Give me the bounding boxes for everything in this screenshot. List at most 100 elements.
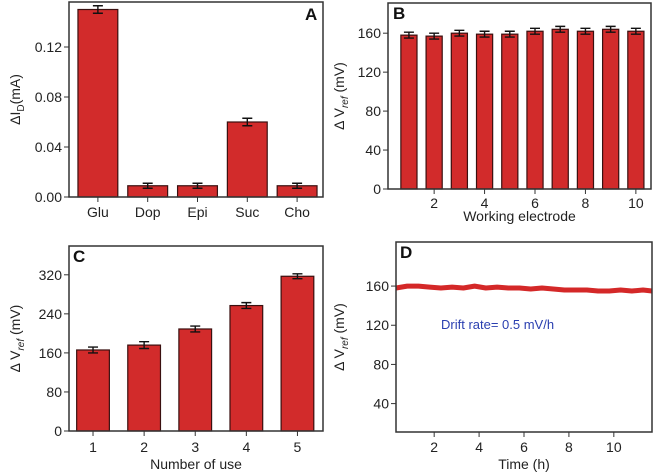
error-bar (454, 29, 465, 37)
bar (551, 28, 569, 190)
y-axis-label-sub: ref (340, 95, 351, 108)
bar (601, 28, 620, 190)
bar (226, 121, 268, 198)
bar (127, 344, 162, 432)
x-tick-label: 4 (481, 195, 489, 211)
error-bar (479, 30, 490, 38)
error-bar (504, 30, 515, 38)
plot-frame (68, 245, 324, 432)
x-tick-label: 4 (242, 439, 250, 455)
error-bar (403, 31, 414, 39)
y-axis-label-sub: D (16, 104, 27, 111)
y-axis-label: ΔID(mA) (7, 74, 27, 125)
x-tick-label: 8 (582, 195, 590, 211)
bar (450, 32, 469, 190)
x-axis-label: Number of use (150, 456, 242, 472)
x-tick-label: Epi (187, 204, 207, 220)
y-tick-label: 120 (366, 317, 390, 333)
x-tick-label: 1 (89, 439, 97, 455)
bar (280, 275, 315, 432)
x-axis-label: Time (h) (498, 456, 550, 472)
error-bar (605, 25, 616, 33)
error-bar (292, 182, 303, 189)
x-tick-label: 10 (628, 195, 644, 211)
y-tick-label: 0 (54, 423, 62, 439)
error-bar (429, 32, 440, 40)
y-tick-label: 240 (39, 306, 63, 322)
bar (178, 328, 213, 432)
panel-label: D (400, 243, 412, 262)
error-bar (139, 340, 150, 350)
bar (425, 35, 443, 190)
y-axis-label: Δ Vref (mV) (331, 303, 351, 371)
y-axis-label-sub: ref (16, 338, 27, 351)
bar (627, 30, 645, 190)
error-bar (142, 182, 153, 189)
error-bar (192, 182, 203, 189)
x-tick-label: Dop (135, 204, 161, 220)
y-axis-label-main: Δ V (331, 107, 347, 129)
bar (76, 349, 110, 432)
y-tick-label: 0 (373, 181, 381, 197)
x-tick-label: 3 (191, 439, 199, 455)
x-axis-label: Working electrode (463, 208, 576, 224)
y-axis-label-unit: (mV) (331, 62, 347, 96)
bar (576, 30, 595, 190)
error-bar (292, 273, 303, 280)
bar (400, 34, 418, 190)
error-bar (242, 117, 253, 127)
x-tick-label: 4 (475, 439, 483, 455)
y-tick-label: 160 (358, 25, 382, 41)
y-tick-label: 0.00 (35, 189, 62, 205)
y-tick-label: 0.04 (35, 139, 62, 155)
y-tick-label: 320 (39, 267, 63, 283)
x-tick-label: 5 (294, 439, 302, 455)
panel-label: C (73, 247, 85, 266)
panel-d: Drift rate= 0.5 mV/h 2 4 6 8 10 40 80 120 160 D Tim… (331, 241, 653, 472)
y-tick-label: 0.12 (35, 39, 62, 55)
x-tick-label: 2 (140, 439, 148, 455)
y-axis-label-sub: ref (340, 336, 351, 349)
y-tick-label: 0.08 (35, 89, 62, 105)
data-line (395, 283, 653, 294)
plot-frame (395, 241, 653, 433)
x-tick-label: 2 (430, 439, 438, 455)
y-tick-label: 40 (373, 396, 389, 412)
y-tick-label: 40 (365, 142, 381, 158)
y-axis-label-main: ΔI (7, 112, 23, 125)
y-axis-label-unit: (mV) (331, 303, 347, 337)
error-bar (92, 5, 103, 14)
x-tick-label: 8 (565, 439, 573, 455)
plot-frame (387, 2, 652, 190)
y-tick-label: 160 (366, 278, 390, 294)
error-bar (190, 325, 201, 333)
y-tick-label: 80 (46, 384, 62, 400)
panel-a: Glu Dop Epi Suc Cho 0.00 0.04 0.08 0.12 A ΔID(mA) (7, 1, 324, 220)
x-tick-label: Glu (87, 204, 109, 220)
y-tick-label: 80 (365, 103, 381, 119)
error-bar (530, 27, 541, 35)
drift-annotation: Drift rate= 0.5 mV/h (441, 317, 554, 332)
x-tick-label: Suc (235, 204, 259, 220)
bar (526, 30, 544, 190)
x-tick-label: 6 (531, 195, 539, 211)
bar (77, 8, 119, 198)
panel-label: B (393, 4, 405, 23)
panel-b: 2 4 6 8 10 0 40 80 120 160 B Working electrode Δ Vre… (331, 2, 652, 224)
x-tick-label: 10 (606, 439, 622, 455)
y-tick-label: 120 (358, 64, 382, 80)
x-tick-label: 2 (430, 195, 438, 211)
y-axis-label-unit: (mV) (7, 305, 23, 339)
plot-frame (68, 1, 324, 198)
y-axis-label: Δ Vref (mV) (331, 62, 351, 130)
panel-c: 1 2 3 4 5 0 80 160 240 320 C Number of use Δ Vref (m… (7, 245, 324, 472)
bar (501, 33, 519, 190)
x-tick-label: 6 (520, 439, 528, 455)
bar (229, 304, 264, 432)
error-bar (241, 301, 252, 310)
bar (475, 33, 494, 190)
x-tick-label: Cho (284, 204, 310, 220)
y-tick-label: 80 (373, 356, 389, 372)
y-axis-label-unit: (mA) (7, 74, 23, 104)
